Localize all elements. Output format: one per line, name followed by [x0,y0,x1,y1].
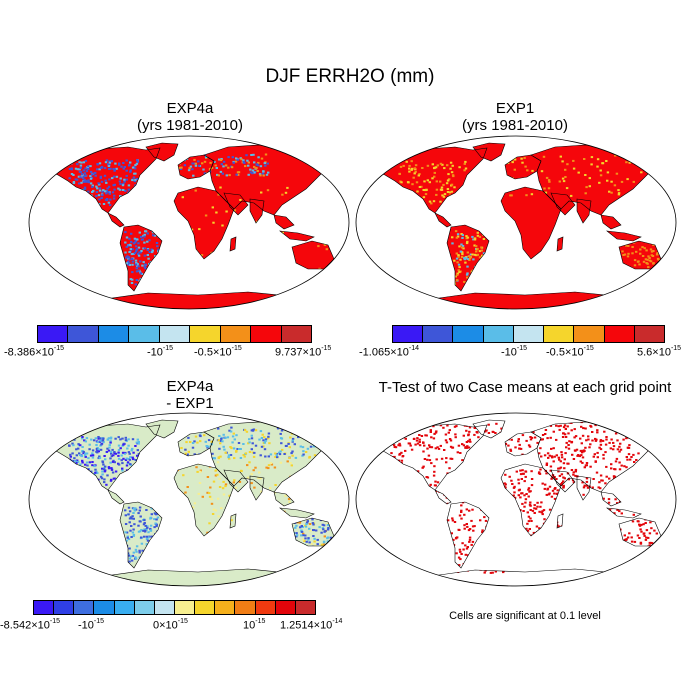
colorbar-label: 0×10-15 [153,618,188,632]
continent-indonesia [607,508,641,518]
map-exp1 [355,135,677,310]
significance-note: Cells are significant at 0.1 level [449,610,601,622]
continent-madagascar [557,237,563,251]
colorbar-label: -10-15 [78,618,105,632]
continent-indonesia [280,231,314,241]
continent-north-america [373,147,487,213]
colorbar-swatch [255,601,276,614]
colorbar-swatch [190,326,221,342]
colorbar-swatch [544,326,575,342]
continent-se-asia [601,215,621,229]
continent-greenland [146,420,178,438]
colorbar-swatch [251,326,282,342]
continent-arabia [551,193,575,215]
continent-africa [174,187,234,259]
continent-greenland [473,143,505,161]
panel-title-exp1: EXP1 (yrs 1981-2010) [355,100,675,134]
continent-africa [501,464,561,536]
continent-central-america [108,490,124,504]
colorbar-swatch [574,326,605,342]
colorbar-label: -10-15 [147,345,174,359]
continent-australia [619,518,661,546]
continent-africa [174,464,234,536]
colorbar-label: 5.6×10-15 [637,345,682,359]
colorbar-label: -8.542×10-15 [0,618,60,632]
colorbar-swatch [38,326,69,342]
colorbar-swatch [129,326,160,342]
panel-title-exp4a: EXP4a (yrs 1981-2010) [30,100,350,134]
panel-title-line1: EXP4a [166,100,214,117]
colorbar-label: 10-15 [243,618,266,632]
colorbar-swatch [423,326,454,342]
continent-africa [501,187,561,259]
colorbar-swatch [393,326,424,342]
colorbar-exp4a [37,325,312,343]
colorbar-swatch [513,326,545,342]
colorbar-label: -8.386×10-15 [4,345,64,359]
continent-south-america [447,502,489,568]
colorbar-label: -0.5×10-15 [546,345,594,359]
continent-arabia [224,470,248,492]
colorbar-swatch [154,601,175,614]
colorbar-swatch [235,601,256,614]
panel-title-line1: T-Test of two Case means at each grid po… [378,379,672,396]
colorbar-swatch [134,601,155,614]
continent-indonesia [280,508,314,518]
continent-europe [505,155,541,179]
colorbar-swatch [295,601,315,614]
continent-indonesia [607,231,641,241]
colorbar-swatch [281,326,311,342]
colorbar-label: -0.5×10-15 [194,345,242,359]
colorbar-swatch [159,326,191,342]
continent-north-america [46,147,160,213]
panel-title-line1: EXP1 [495,100,535,117]
panel-title-line2: - EXP1 [166,395,214,412]
continent-central-america [108,213,124,227]
colorbar-swatch [220,326,252,342]
colorbar-swatch [275,601,296,614]
map-diff [28,412,350,587]
panel-title-ttest: T-Test of two Case means at each grid po… [355,379,695,396]
continent-europe [178,432,214,456]
continent-australia [292,241,334,269]
colorbar-swatch [195,601,216,614]
colorbar-swatch [74,601,95,614]
colorbar-diff [33,600,316,615]
continent-greenland [146,143,178,161]
colorbar-swatch [114,601,135,614]
continent-north-america [373,424,487,490]
colorbar-swatch [483,326,514,342]
colorbar-label: 9.737×10-15 [275,345,332,359]
colorbar-label: -10-15 [501,345,528,359]
panel-title-line1: EXP4a [166,378,214,395]
colorbar-swatch [634,326,664,342]
continent-madagascar [230,237,236,251]
colorbar-swatch [215,601,236,614]
panel-title-line2: (yrs 1981-2010) [462,117,568,134]
colorbar-label: 1.2514×10-14 [280,618,343,632]
colorbar-swatch [94,601,115,614]
colorbar-swatch [604,326,635,342]
colorbar-swatch [98,326,130,342]
figure-title: DJF ERRH2O (mm) [265,66,435,87]
colorbar-exp1 [392,325,665,343]
panel-title-diff: EXP4a - EXP1 [30,378,350,412]
continent-se-asia [274,215,294,229]
map-ttest [355,412,677,587]
continent-central-america [435,490,451,504]
continent-central-america [435,213,451,227]
panel-title-line2: (yrs 1981-2010) [137,117,243,134]
colorbar-swatch [174,601,196,614]
map-exp4a [28,135,350,310]
colorbar-label: -1.065×10-14 [359,345,419,359]
colorbar-swatch [453,326,484,342]
continent-arabia [224,193,248,215]
colorbar-swatch [34,601,55,614]
colorbar-swatch [54,601,75,614]
colorbar-swatch [68,326,99,342]
